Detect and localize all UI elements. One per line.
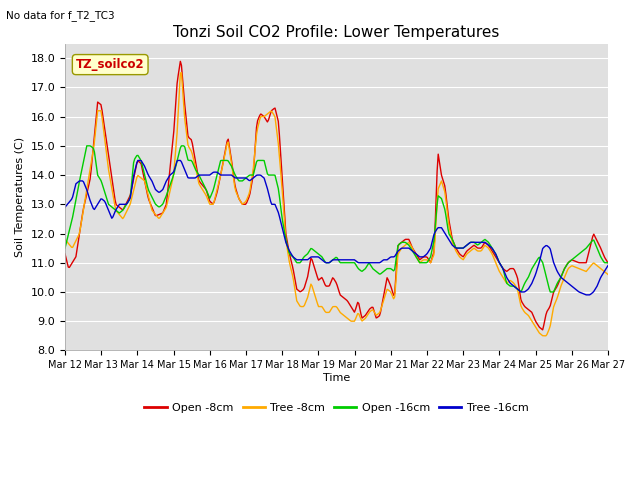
Y-axis label: Soil Temperatures (C): Soil Temperatures (C) <box>15 137 25 257</box>
Text: No data for f_T2_TC3: No data for f_T2_TC3 <box>6 10 115 21</box>
Legend: Open -8cm, Tree -8cm, Open -16cm, Tree -16cm: Open -8cm, Tree -8cm, Open -16cm, Tree -… <box>140 399 533 418</box>
X-axis label: Time: Time <box>323 373 350 383</box>
Title: Tonzi Soil CO2 Profile: Lower Temperatures: Tonzi Soil CO2 Profile: Lower Temperatur… <box>173 24 500 39</box>
Text: TZ_soilco2: TZ_soilco2 <box>76 58 145 71</box>
